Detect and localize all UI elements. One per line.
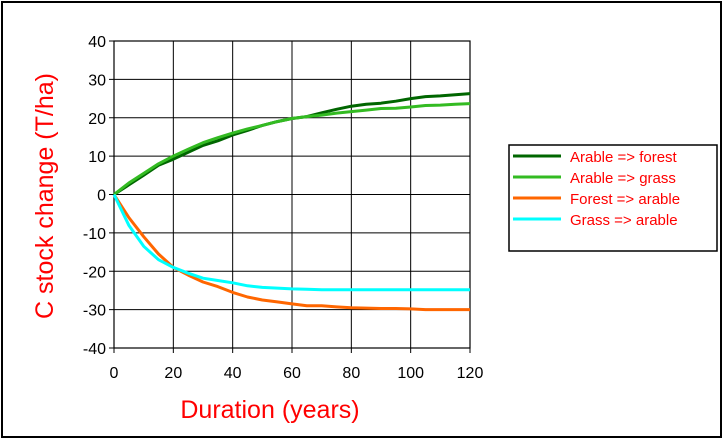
y-tick-label: 40 <box>88 34 106 51</box>
y-tick-label: -40 <box>83 341 106 358</box>
legend-label-4: Grass => arable <box>570 212 678 229</box>
x-tick-label: 120 <box>457 365 484 382</box>
y-tick-label: -20 <box>83 264 106 281</box>
x-tick-label: 20 <box>164 365 182 382</box>
series-line-2 <box>113 102 471 196</box>
x-tick-label: 40 <box>224 365 242 382</box>
legend-label-1: Arable => forest <box>570 149 678 166</box>
y-tick-label: 20 <box>88 111 106 128</box>
x-tick-label: 0 <box>110 365 119 382</box>
legend: Arable => forest Arable => grass Forest =>… <box>508 144 718 252</box>
legend-label-2: Arable => grass <box>570 170 676 187</box>
y-tick-label: 10 <box>88 149 106 166</box>
x-axis-title: Duration (years) <box>180 396 359 424</box>
y-tick-label: -30 <box>83 303 106 320</box>
y-axis-title: C stock change (T/ha) <box>31 73 59 319</box>
y-tick-label: -10 <box>83 226 106 243</box>
x-tick-label: 60 <box>283 365 301 382</box>
x-tick-label: 100 <box>397 365 424 382</box>
series-lines <box>112 92 471 312</box>
x-tick-label: 80 <box>342 365 360 382</box>
legend-label-3: Forest => arable <box>570 191 680 208</box>
y-tick-label: 0 <box>97 188 106 205</box>
series-line-4 <box>112 193 470 292</box>
y-tick-label: 30 <box>88 72 106 89</box>
